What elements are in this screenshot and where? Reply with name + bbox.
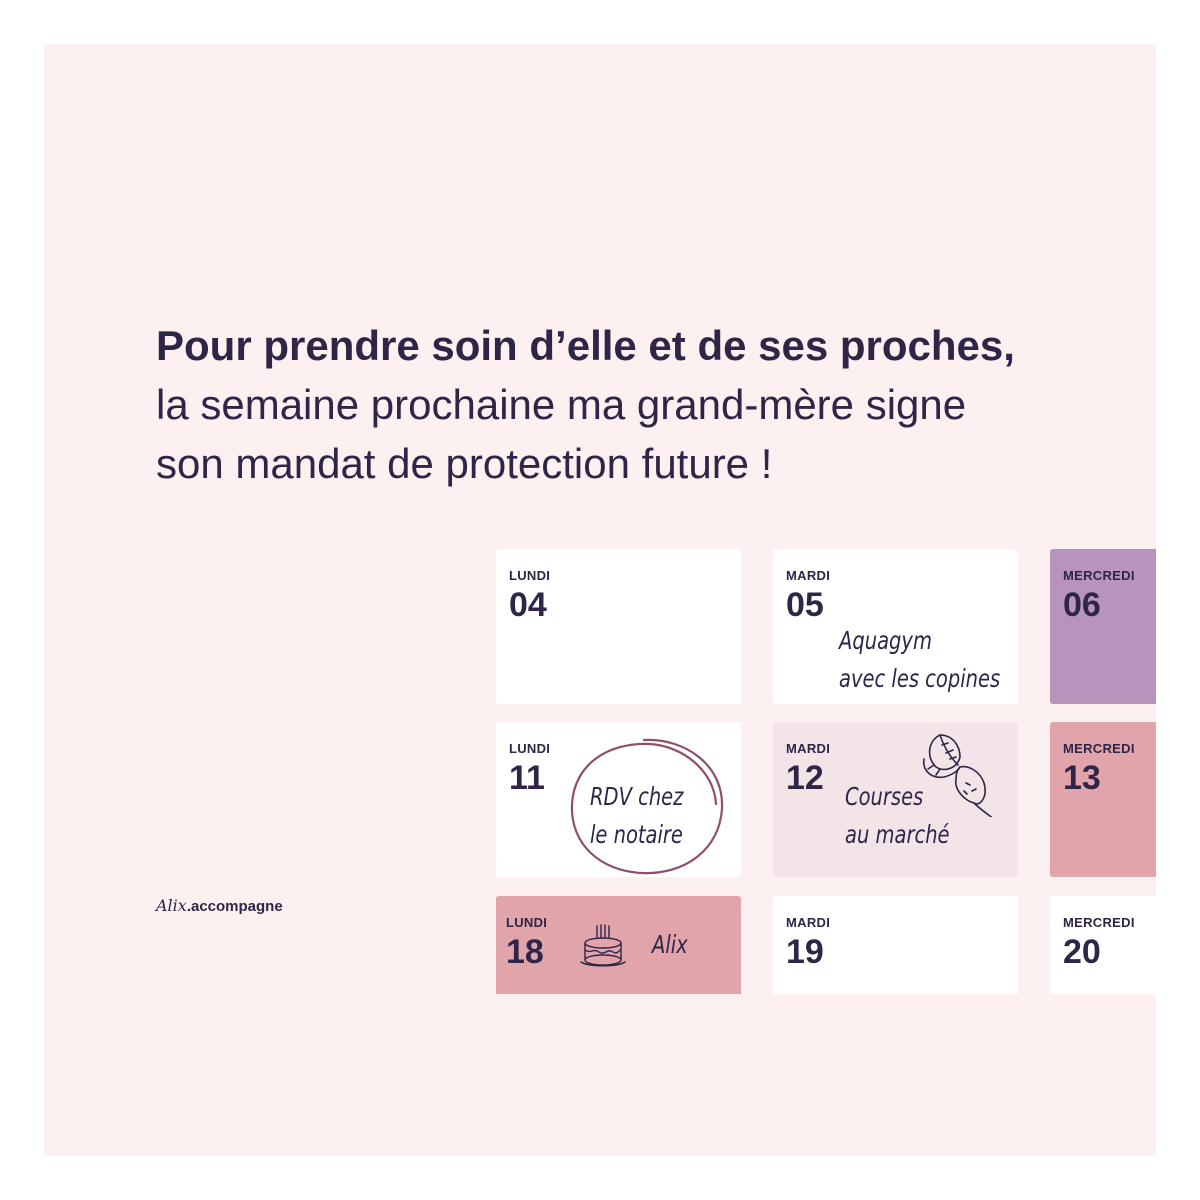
note-line: le notaire bbox=[590, 820, 683, 849]
day-number: 18 bbox=[506, 933, 544, 971]
birthday-cake-icon bbox=[580, 924, 626, 967]
headline-line-2: la semaine prochaine ma grand-mère signe bbox=[156, 381, 967, 428]
event-note-aquagym: Aquagym avec les copines bbox=[839, 622, 1000, 698]
day-number: 13 bbox=[1063, 759, 1101, 797]
event-note-alix: Alix bbox=[652, 926, 688, 964]
day-label: MARDI bbox=[786, 741, 831, 756]
headline-bold: Pour prendre soin d’elle et de ses proch… bbox=[156, 322, 1015, 369]
calendar-card-mercredi-20: MERCREDI 20 bbox=[1050, 896, 1156, 994]
circle-scribble-icon bbox=[570, 738, 724, 875]
note-line: avec les copines bbox=[839, 664, 1001, 693]
day-number: 11 bbox=[509, 759, 545, 797]
brand-logo: Alix.accompagne bbox=[156, 896, 283, 915]
calendar-card-lundi-11: LUNDI 11 RDV chez le notaire bbox=[496, 722, 741, 877]
day-label: LUNDI bbox=[509, 568, 551, 583]
calendar-card-mardi-05: MARDI 05 Aquagym avec les copines bbox=[773, 549, 1018, 704]
note-line: RDV chez bbox=[590, 782, 684, 811]
day-number: 12 bbox=[786, 759, 824, 797]
logo-script: Alix bbox=[156, 896, 187, 915]
note-line: Aquagym bbox=[839, 626, 932, 655]
day-number: 04 bbox=[509, 586, 547, 624]
day-number: 19 bbox=[786, 933, 824, 971]
event-note-courses: Courses au marché bbox=[845, 778, 950, 854]
day-label: LUNDI bbox=[506, 915, 548, 930]
note-line: Alix bbox=[652, 930, 688, 959]
day-label: MERCREDI bbox=[1063, 915, 1135, 930]
beet-icon bbox=[922, 734, 993, 817]
calendar-card-mardi-19: MARDI 19 bbox=[773, 896, 1018, 994]
day-label: MERCREDI bbox=[1063, 741, 1135, 756]
note-line: Courses bbox=[845, 782, 924, 811]
day-number: 20 bbox=[1063, 933, 1101, 971]
day-label: MARDI bbox=[786, 915, 831, 930]
calendar-grid: LUNDI 04 MARDI 05 Aquagym avec les copin… bbox=[496, 549, 1156, 994]
headline-line-3: son mandat de protection future ! bbox=[156, 440, 773, 487]
background-panel: Pour prendre soin d’elle et de ses proch… bbox=[44, 44, 1156, 1156]
day-label: LUNDI bbox=[509, 741, 551, 756]
event-note-notaire: RDV chez le notaire bbox=[590, 778, 683, 854]
calendar-card-mercredi-06: MERCREDI 06 bbox=[1050, 549, 1156, 704]
calendar-card-mardi-12: MARDI 12 Courses au marché bbox=[773, 722, 1018, 877]
logo-word: .accompagne bbox=[186, 898, 283, 915]
day-number: 05 bbox=[786, 586, 824, 624]
day-number: 06 bbox=[1063, 586, 1101, 624]
note-line: au marché bbox=[845, 820, 950, 849]
day-label: MERCREDI bbox=[1063, 568, 1135, 583]
headline: Pour prendre soin d’elle et de ses proch… bbox=[156, 316, 1116, 493]
calendar-card-lundi-18: LUNDI 18 Alix bbox=[496, 896, 741, 994]
calendar-card-lundi-04: LUNDI 04 bbox=[496, 549, 741, 704]
calendar-card-mercredi-13: MERCREDI 13 bbox=[1050, 722, 1156, 877]
day-label: MARDI bbox=[786, 568, 831, 583]
